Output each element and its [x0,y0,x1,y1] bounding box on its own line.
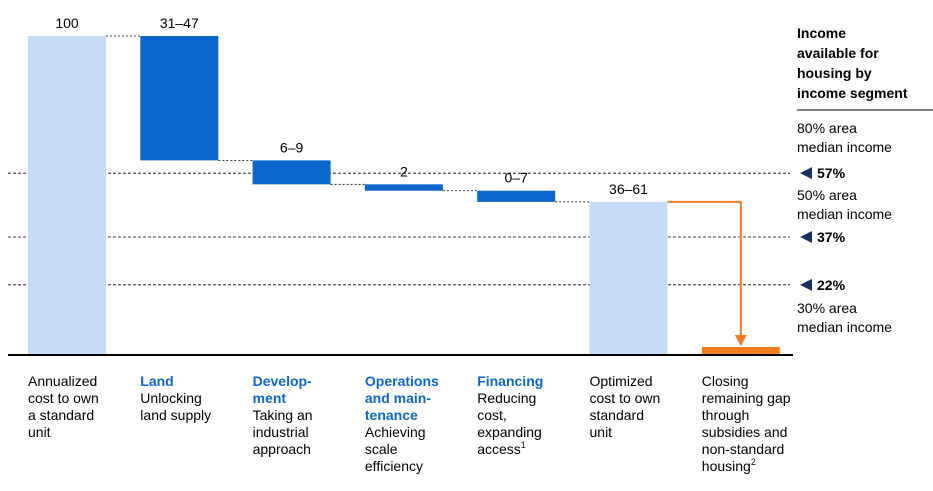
category-heading: Financing [477,373,543,389]
category-body: housing [702,458,751,474]
category-body: Closing [702,373,749,389]
category-body: Achieving [365,424,426,440]
gap-arrowhead [734,335,747,347]
value-label: 0–7 [505,170,529,186]
income-segment: 30% area median income [797,300,892,335]
value-label: 2 [400,163,408,179]
category-body: Annualized [28,373,97,389]
category-label: Financing Reducing cost, expanding access1 [477,373,543,457]
income-segment-line: median income [797,206,892,222]
category-heading: and main- [365,390,431,406]
category-body: industrial [253,424,309,440]
side-title: Income available for housing by income segm… [797,25,908,101]
category-body: Optimized [590,373,653,389]
category-body: cost to own [590,390,661,406]
bar [701,347,780,355]
income-segment: 50% area median income [797,187,892,222]
value-label: 100 [55,15,79,31]
reference-marker [800,167,812,180]
category-heading: tenance [365,407,418,423]
category-body: subsidies and [702,424,788,440]
reference-label: 37% [817,229,846,245]
income-segment-line: median income [797,139,892,155]
category-label: Land Unlocking land supply [140,373,211,423]
category-label: Annualized cost to own a standard unit [28,373,99,440]
category-body: access [477,441,521,457]
gap-arrow [667,200,742,338]
category-label: Operations and main-tenance Achieving scale… [365,373,439,474]
category-body: unit [28,424,51,440]
footnote: 1 [521,440,526,450]
value-label: 6–9 [280,139,304,155]
category-label: Closing remaining gap through subsidies and… [702,373,791,474]
category-body: non-standard [702,441,785,457]
side-title-line: income segment [797,85,908,101]
income-segment-line: 80% area [797,120,857,136]
reference-marker [800,278,812,291]
category-label: Optimized cost to own standard unit [590,373,661,440]
bar [589,201,668,355]
reference-marker [800,230,812,243]
category-body: cost, [477,407,507,423]
category-body: efficiency [365,458,423,474]
category-body: Unlocking [140,390,201,406]
category-body: unit [590,424,613,440]
bar [477,190,556,202]
category-body: expanding [477,424,542,440]
value-label: 31–47 [160,15,199,31]
category-body: a standard [28,407,94,423]
reference-label: 22% [817,277,846,293]
income-segment: 80% area median income [797,120,892,155]
side-title-line: available for [797,45,879,61]
category-body: scale [365,441,398,457]
reference-label: 57% [817,165,846,181]
category-body: land supply [140,407,211,423]
category-heading: Develop- [253,373,312,389]
income-segment-line: median income [797,319,892,335]
side-title-line: housing by [797,65,872,81]
value-label: 36–61 [609,181,648,197]
bar [364,184,443,191]
bar [252,160,331,185]
income-segment-line: 30% area [797,300,857,316]
category-body: remaining gap [702,390,791,406]
category-body: cost to own [28,390,99,406]
category-body: standard [590,407,644,423]
category-heading: Operations [365,373,439,389]
bar [140,36,219,161]
category-body: through [702,407,749,423]
income-segment-line: 50% area [797,187,857,203]
category-label: Develop-ment Taking an industrial approach [253,373,313,457]
side-title-line: Income [797,25,846,41]
category-body: Taking an [253,407,313,423]
category-heading: Land [140,373,173,389]
bar [28,36,106,355]
category-body: Reducing [477,390,536,406]
category-heading: ment [253,390,287,406]
category-body: approach [253,441,311,457]
footnote: 2 [751,457,756,467]
